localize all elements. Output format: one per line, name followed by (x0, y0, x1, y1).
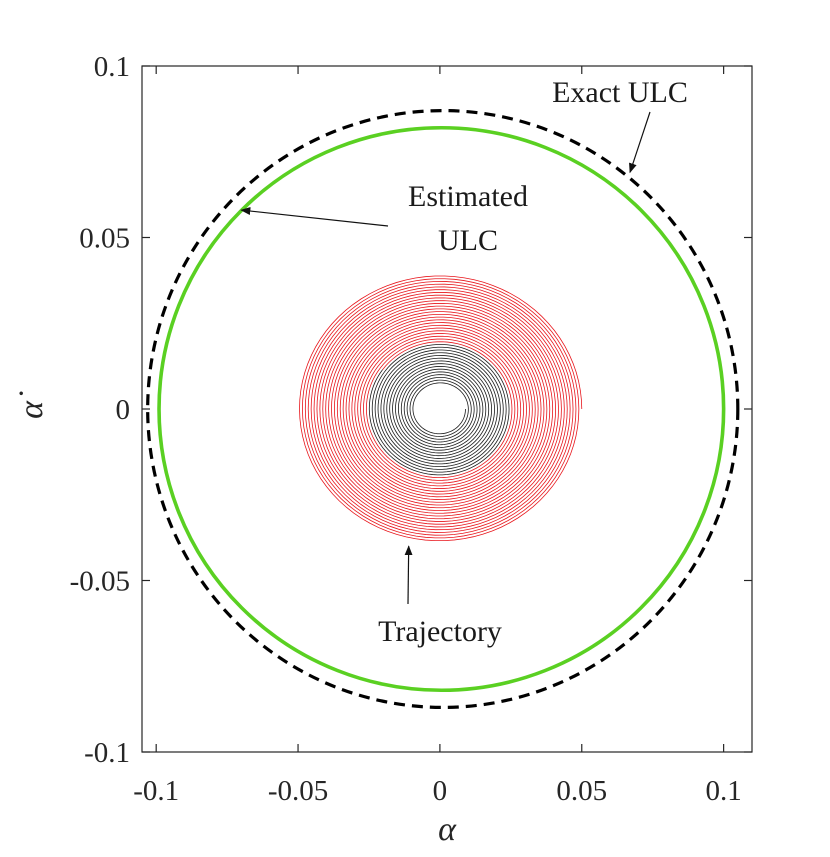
tick-layer: -0.1 -0.05 0 0.05 0.1 -0.1 -0.05 0 0.05 0.1 (70, 51, 752, 807)
trajectory-outer-spiral (299, 275, 583, 542)
plot-background (142, 66, 752, 752)
estimated-annotation-arrow (240, 207, 389, 227)
annotation-layer: Exact ULC Estimated ULC Trajectory (240, 76, 688, 648)
y-tick-label: -0.1 (84, 737, 130, 769)
x-tick-label: 0.1 (706, 775, 742, 807)
x-tick-label: 0 (433, 775, 448, 807)
trajectory-layer (299, 275, 583, 542)
exact-ulc-curve (146, 108, 740, 710)
trajectory-annotation-label: Trajectory (378, 615, 502, 648)
y-tick-label: -0.05 (70, 566, 130, 598)
x-tick-label: 0.05 (556, 775, 607, 807)
exact-annotation-arrow (629, 111, 651, 174)
x-axis-label: α (438, 811, 457, 848)
exact-annotation-label: Exact ULC (552, 76, 688, 109)
trajectory-annotation-arrow (404, 545, 413, 605)
x-tick-label: -0.05 (268, 775, 328, 807)
y-tick-label: 0.05 (79, 223, 130, 255)
trajectory-inner-spiral (368, 344, 510, 476)
y-axis-label: α̇ (13, 391, 50, 419)
y-tick-label: 0 (116, 394, 131, 426)
curve-layer (146, 108, 740, 710)
estimated-annotation-label: ULC (438, 224, 498, 257)
y-tick-label: 0.1 (94, 51, 130, 83)
estimated-ulc-curve (157, 125, 726, 693)
x-tick-label: -0.1 (133, 775, 179, 807)
estimated-annotation-label: Estimated (408, 180, 528, 213)
